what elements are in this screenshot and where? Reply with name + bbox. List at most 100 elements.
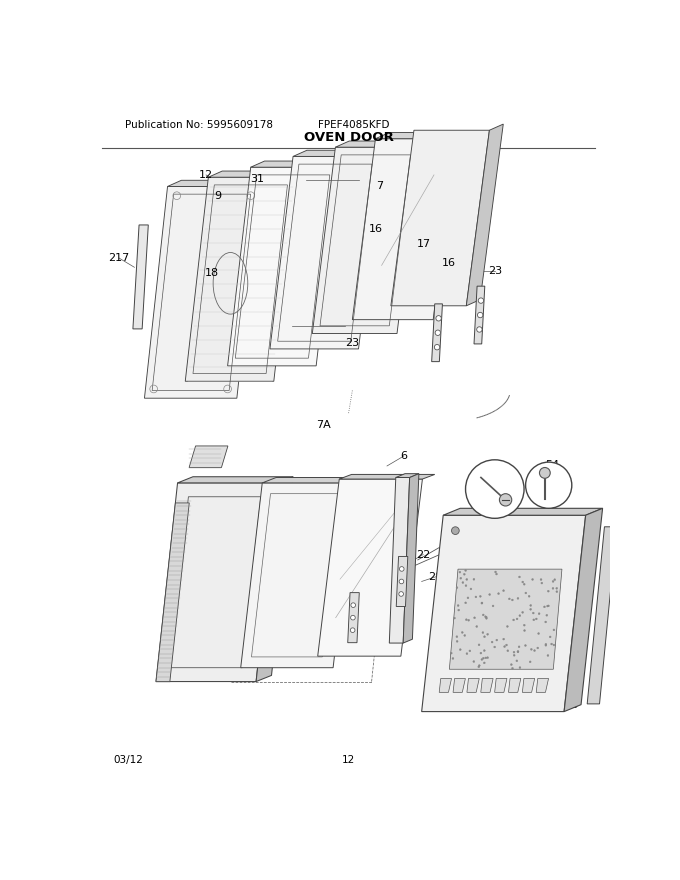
Polygon shape <box>270 157 381 348</box>
Circle shape <box>473 578 475 580</box>
Circle shape <box>547 605 549 607</box>
Circle shape <box>524 629 526 632</box>
Circle shape <box>399 579 404 583</box>
Circle shape <box>464 602 466 604</box>
Circle shape <box>461 632 463 634</box>
Text: 23: 23 <box>488 266 502 276</box>
Circle shape <box>552 581 554 583</box>
Circle shape <box>535 618 537 620</box>
Circle shape <box>556 587 558 590</box>
Text: 22: 22 <box>416 549 430 560</box>
Polygon shape <box>466 124 503 306</box>
Circle shape <box>478 298 483 304</box>
Circle shape <box>492 605 494 607</box>
Text: 12: 12 <box>199 170 213 180</box>
Circle shape <box>537 647 539 649</box>
Polygon shape <box>256 477 293 681</box>
Circle shape <box>477 326 482 332</box>
Circle shape <box>481 602 483 604</box>
Polygon shape <box>588 527 617 704</box>
Polygon shape <box>352 139 456 319</box>
Text: 39: 39 <box>571 580 585 590</box>
Circle shape <box>459 649 461 650</box>
Circle shape <box>530 608 532 610</box>
Polygon shape <box>537 678 549 693</box>
Text: DFPEF4085KFB: DFPEF4085KFB <box>478 698 579 711</box>
Circle shape <box>506 644 507 646</box>
Circle shape <box>452 657 454 659</box>
Text: 16: 16 <box>441 259 456 268</box>
Circle shape <box>553 644 555 646</box>
Text: 22: 22 <box>317 618 331 628</box>
Circle shape <box>524 644 526 647</box>
Circle shape <box>459 571 461 573</box>
Text: 16: 16 <box>403 536 417 546</box>
Circle shape <box>481 658 483 660</box>
Circle shape <box>547 605 549 607</box>
Circle shape <box>517 650 519 652</box>
Text: 7: 7 <box>376 181 383 192</box>
Circle shape <box>486 616 487 618</box>
Circle shape <box>503 638 505 640</box>
Circle shape <box>509 598 510 600</box>
Circle shape <box>475 596 477 598</box>
Text: Publication No: 5995609178: Publication No: 5995609178 <box>125 120 273 130</box>
Circle shape <box>466 653 468 655</box>
Circle shape <box>554 579 556 581</box>
Circle shape <box>496 639 498 641</box>
Polygon shape <box>439 678 452 693</box>
Circle shape <box>456 587 458 589</box>
Text: 31: 31 <box>251 173 265 184</box>
Circle shape <box>543 606 545 608</box>
Text: 13: 13 <box>499 693 513 703</box>
Circle shape <box>462 582 464 583</box>
Circle shape <box>532 612 534 614</box>
Polygon shape <box>564 509 602 712</box>
Circle shape <box>518 646 520 648</box>
Circle shape <box>458 609 460 611</box>
Polygon shape <box>167 180 274 187</box>
Circle shape <box>454 617 456 619</box>
Text: 15: 15 <box>403 561 417 571</box>
Polygon shape <box>422 515 585 712</box>
Circle shape <box>496 573 498 575</box>
Text: 217: 217 <box>108 253 130 263</box>
Circle shape <box>466 578 468 580</box>
Circle shape <box>469 650 471 652</box>
Polygon shape <box>262 478 369 483</box>
Polygon shape <box>133 225 148 329</box>
Polygon shape <box>449 569 562 669</box>
Text: 15: 15 <box>330 629 345 640</box>
Polygon shape <box>189 446 228 467</box>
Circle shape <box>483 635 486 638</box>
Circle shape <box>489 594 490 596</box>
Circle shape <box>487 634 488 635</box>
Polygon shape <box>177 477 293 483</box>
Circle shape <box>556 590 558 592</box>
Polygon shape <box>241 483 355 668</box>
Circle shape <box>513 655 515 656</box>
Circle shape <box>494 571 496 573</box>
Polygon shape <box>156 502 189 681</box>
Text: 16: 16 <box>369 224 382 234</box>
Circle shape <box>467 597 469 598</box>
Circle shape <box>526 462 572 509</box>
Circle shape <box>482 632 484 634</box>
Polygon shape <box>481 678 493 693</box>
Circle shape <box>460 577 462 579</box>
Circle shape <box>553 629 555 631</box>
Circle shape <box>538 633 539 634</box>
Circle shape <box>485 616 486 618</box>
Polygon shape <box>467 678 479 693</box>
Circle shape <box>524 583 525 585</box>
Text: 23: 23 <box>345 338 360 348</box>
Circle shape <box>513 619 515 621</box>
Circle shape <box>487 656 488 658</box>
Circle shape <box>483 649 486 651</box>
Circle shape <box>483 662 486 664</box>
Circle shape <box>482 657 484 659</box>
Circle shape <box>545 643 547 645</box>
Circle shape <box>435 344 440 350</box>
Circle shape <box>450 652 452 654</box>
Polygon shape <box>251 161 353 167</box>
